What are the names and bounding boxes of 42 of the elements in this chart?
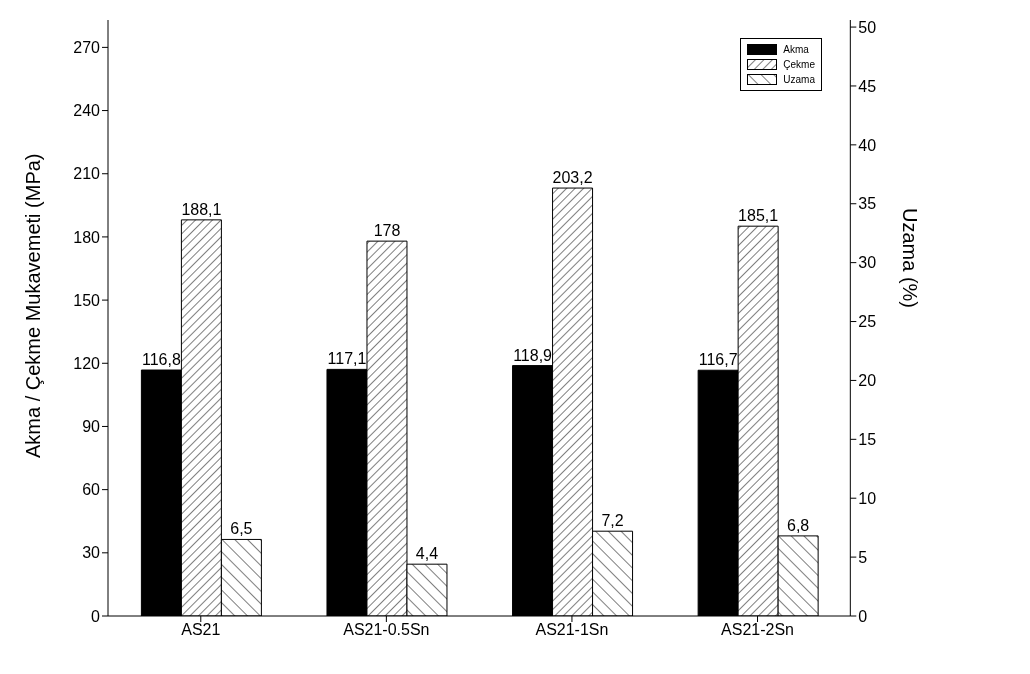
data-label: 118,9 <box>513 346 553 364</box>
y-axis-title: Akma / Çekme Mukavemeti (MPa) <box>22 153 45 458</box>
y-tick-label: 180 <box>73 228 101 246</box>
y2-tick-label: 45 <box>858 77 877 95</box>
y-tick-label: 0 <box>91 607 101 625</box>
data-label: 185,1 <box>738 207 779 225</box>
data-label: 116,7 <box>698 351 738 369</box>
y-tick-label: 150 <box>73 291 101 309</box>
x-tick-label: AS21-1Sn <box>535 621 609 639</box>
y2-tick-label: 20 <box>858 372 877 390</box>
data-label: 7,2 <box>601 512 624 530</box>
data-label: 117,1 <box>327 350 367 368</box>
y2-tick-label: 40 <box>858 136 877 154</box>
y2-tick-label: 30 <box>858 254 877 272</box>
y2-tick-label: 0 <box>858 607 868 625</box>
y2-tick-label: 25 <box>858 313 877 331</box>
x-tick-label: AS21-0.5Sn <box>343 621 430 639</box>
y-tick-label: 60 <box>82 481 101 499</box>
data-label: 203,2 <box>552 169 593 187</box>
y2-tick-label: 10 <box>858 489 877 507</box>
y-tick-label: 210 <box>73 165 101 183</box>
data-label: 116,8 <box>141 351 181 369</box>
y-tick-label: 240 <box>73 102 101 120</box>
y2-tick-label: 5 <box>858 548 868 566</box>
data-label: 6,8 <box>787 516 810 534</box>
legend-label: Akma <box>783 44 809 55</box>
y2-axis-title: Uzama (%) <box>899 207 922 308</box>
y-tick-label: 90 <box>82 418 101 436</box>
y2-tick-label: 35 <box>858 195 877 213</box>
data-label: 6,5 <box>230 520 253 538</box>
legend-label: Uzama <box>783 74 815 85</box>
x-tick-label: AS21-2Sn <box>721 621 794 639</box>
y2-tick-label: 50 <box>858 18 877 36</box>
y-tick-label: 120 <box>73 354 101 372</box>
y-tick-label: 270 <box>73 39 101 57</box>
data-label: 188,1 <box>181 200 222 218</box>
y-tick-label: 30 <box>82 544 101 562</box>
legend-label: Çekme <box>783 59 815 70</box>
x-tick-label: AS21 <box>181 621 221 639</box>
data-label: 178 <box>373 222 401 240</box>
y2-tick-label: 15 <box>858 431 877 448</box>
data-label: 4,4 <box>415 545 439 563</box>
